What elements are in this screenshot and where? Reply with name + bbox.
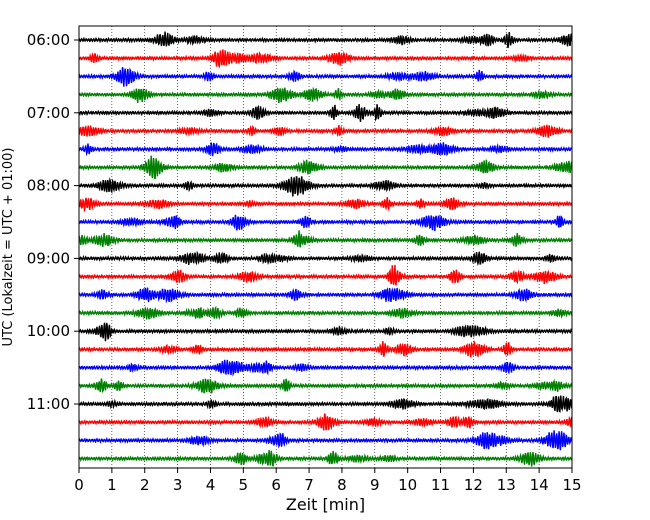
x-tick-label: 14: [530, 476, 549, 494]
plot-frame: [78, 25, 573, 469]
x-tick-label: 8: [337, 476, 347, 494]
seismogram-trace: [79, 86, 572, 104]
seismogram-trace: [79, 264, 572, 286]
x-tick-label: 9: [370, 476, 380, 494]
y-tick-label: 06:00: [27, 31, 70, 49]
trace-group: [79, 31, 572, 467]
y-tick-label: 11:00: [27, 395, 70, 413]
x-tick-label: 2: [140, 476, 150, 494]
seismogram-trace: [79, 230, 572, 248]
seismogram-trace: [79, 66, 572, 87]
y-tick-label: 09:00: [27, 249, 70, 267]
seismogram-trace: [79, 214, 572, 231]
seismogram-trace: [79, 322, 572, 342]
x-tick-label: 10: [398, 476, 417, 494]
x-tick-label: 12: [464, 476, 483, 494]
seismogram-trace: [79, 124, 572, 138]
seismogram-trace: [79, 378, 572, 394]
seismogram-trace: [79, 430, 572, 451]
seismogram-trace: [79, 175, 572, 197]
seismogram-trace: [79, 155, 572, 180]
seismogram-trace: [79, 196, 572, 213]
seismogram-trace: [79, 49, 572, 69]
x-tick-label: 5: [239, 476, 249, 494]
seismogram-trace: [79, 287, 572, 304]
seismogram-trace: [79, 339, 572, 358]
x-tick-label: 3: [173, 476, 183, 494]
seismogram-trace: [79, 31, 572, 49]
x-tick-label: 1: [107, 476, 117, 494]
x-tick-label: 11: [431, 476, 450, 494]
seismogram-trace: [79, 413, 572, 431]
seismogram-trace: [79, 450, 572, 467]
x-axis: 0 1 2 3 4 5 6 7 8 9 10 11 12 13 14 15: [74, 468, 582, 494]
x-tick-label: 13: [497, 476, 516, 494]
seismogram-trace: [79, 305, 572, 321]
seismogram-trace: [79, 395, 572, 413]
seismogram-trace: [79, 141, 572, 157]
seismogram-trace: [79, 103, 572, 122]
y-tick-label: 07:00: [27, 104, 70, 122]
y-tick-label: 10:00: [27, 322, 70, 340]
x-axis-title: Zeit [min]: [286, 495, 365, 514]
y-axis-title: UTC (Lokalzeit = UTC + 01:00): [1, 148, 16, 347]
seismogram-trace: [79, 250, 572, 267]
x-tick-label: 6: [271, 476, 281, 494]
x-tick-label: 15: [562, 476, 581, 494]
x-tick-label: 4: [206, 476, 216, 494]
x-tick-label: 7: [304, 476, 314, 494]
y-tick-label: 08:00: [27, 177, 70, 195]
y-axis: 06:00 07:00 08:00 09:00 10:00 11:00: [27, 31, 79, 413]
x-tick-label: 0: [74, 476, 84, 494]
seismogram-trace: [79, 359, 572, 377]
